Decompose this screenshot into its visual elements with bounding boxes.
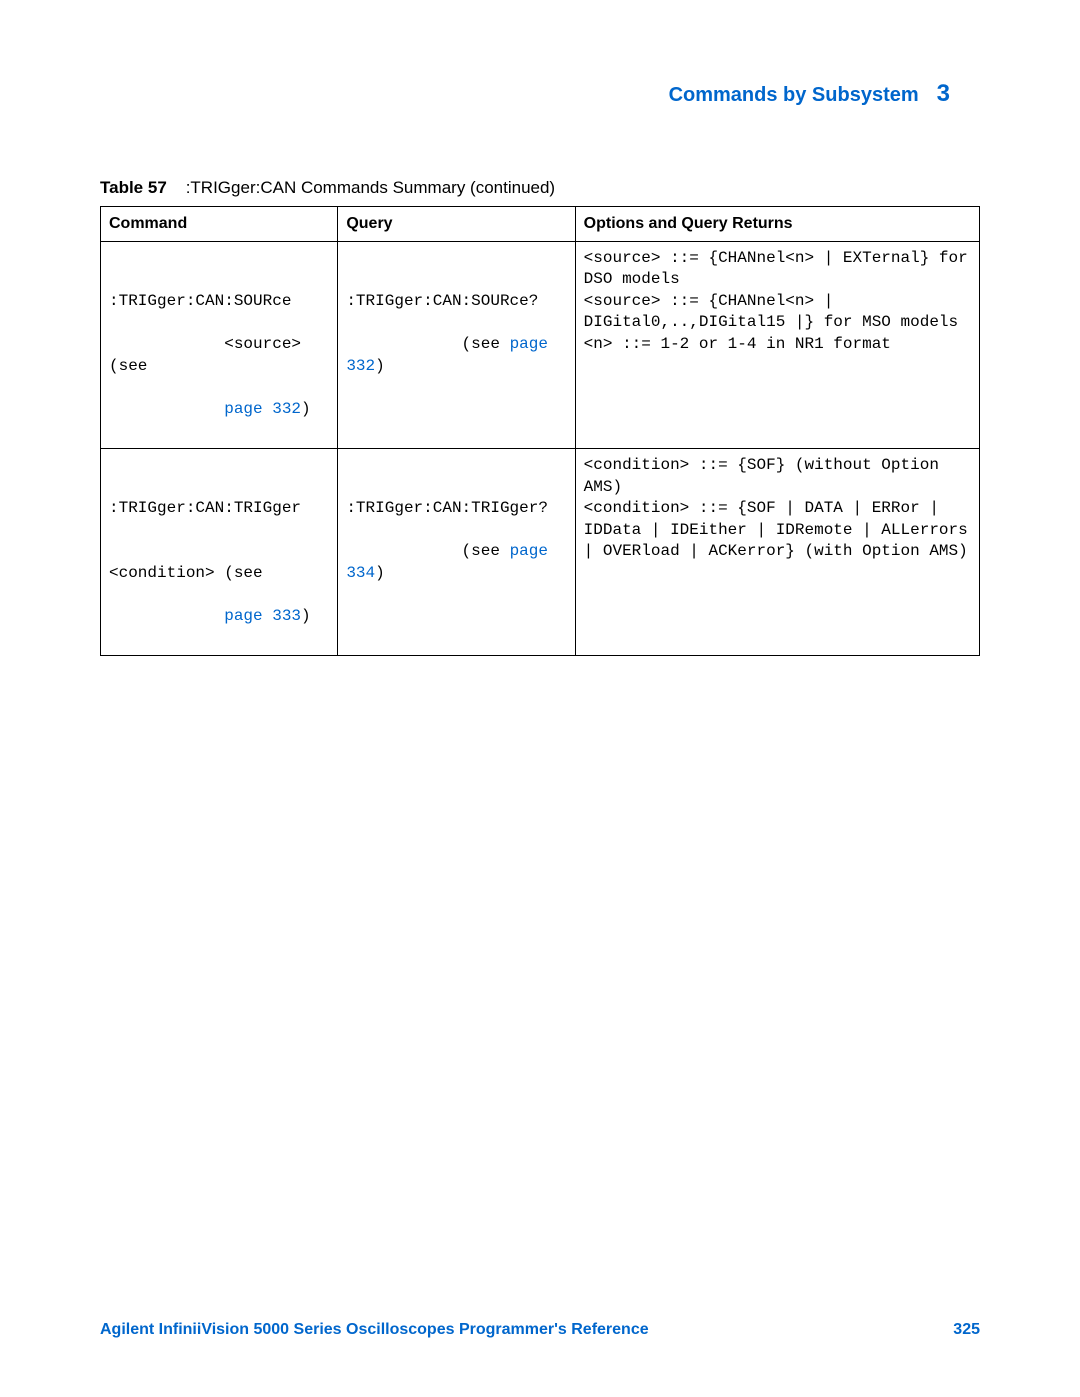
commands-table: Command Query Options and Query Returns … bbox=[100, 206, 980, 656]
col-header-query: Query bbox=[338, 207, 575, 242]
header-chapter-number: 3 bbox=[937, 80, 950, 108]
footer-book-title: Agilent InfiniiVision 5000 Series Oscill… bbox=[100, 1321, 649, 1339]
page-header: Commands by Subsystem 3 bbox=[100, 80, 950, 108]
cmd-line: :TRIGger:CAN:SOURce bbox=[109, 292, 291, 310]
query-line-tail: ) bbox=[375, 564, 385, 582]
cell-command: :TRIGger:CAN:TRIGger <condition> (see pa… bbox=[101, 448, 338, 655]
query-line: (see bbox=[462, 542, 510, 560]
table-area: Table 57 :TRIGger:CAN Commands Summary (… bbox=[100, 178, 980, 656]
table-caption: Table 57 :TRIGger:CAN Commands Summary (… bbox=[100, 178, 980, 198]
cmd-line: :TRIGger:CAN:TRIGger bbox=[109, 499, 301, 517]
cell-command: :TRIGger:CAN:SOURce <source> (see page 3… bbox=[101, 241, 338, 448]
cmd-line: <condition> (see bbox=[109, 564, 263, 582]
footer-page-number: 325 bbox=[953, 1321, 980, 1339]
col-header-options: Options and Query Returns bbox=[575, 207, 979, 242]
cmd-line-tail: ) bbox=[301, 607, 311, 625]
page: Commands by Subsystem 3 Table 57 :TRIGge… bbox=[0, 0, 1080, 1397]
table-caption-label: Table 57 bbox=[100, 178, 167, 197]
cmd-line: <source> (see bbox=[109, 335, 311, 375]
cell-options: <condition> ::= {SOF} (without Option AM… bbox=[575, 448, 979, 655]
page-ref-link[interactable]: page 332 bbox=[224, 400, 301, 418]
cell-query: :TRIGger:CAN:TRIGger? (see page 334) bbox=[338, 448, 575, 655]
page-footer: Agilent InfiniiVision 5000 Series Oscill… bbox=[100, 1321, 980, 1339]
query-line-tail: ) bbox=[375, 357, 385, 375]
table-row: :TRIGger:CAN:SOURce <source> (see page 3… bbox=[101, 241, 980, 448]
table-row: :TRIGger:CAN:TRIGger <condition> (see pa… bbox=[101, 448, 980, 655]
cell-query: :TRIGger:CAN:SOURce? (see page 332) bbox=[338, 241, 575, 448]
page-ref-link[interactable]: page 333 bbox=[224, 607, 301, 625]
header-section-title: Commands by Subsystem bbox=[669, 84, 919, 107]
query-line: (see bbox=[462, 335, 510, 353]
cell-options: <source> ::= {CHANnel<n> | EXTernal} for… bbox=[575, 241, 979, 448]
query-line: :TRIGger:CAN:SOURce? bbox=[346, 292, 538, 310]
table-header-row: Command Query Options and Query Returns bbox=[101, 207, 980, 242]
cmd-line-tail: ) bbox=[301, 400, 311, 418]
query-line: :TRIGger:CAN:TRIGger? bbox=[346, 499, 548, 517]
col-header-command: Command bbox=[101, 207, 338, 242]
table-caption-text: :TRIGger:CAN Commands Summary (continued… bbox=[186, 178, 555, 197]
